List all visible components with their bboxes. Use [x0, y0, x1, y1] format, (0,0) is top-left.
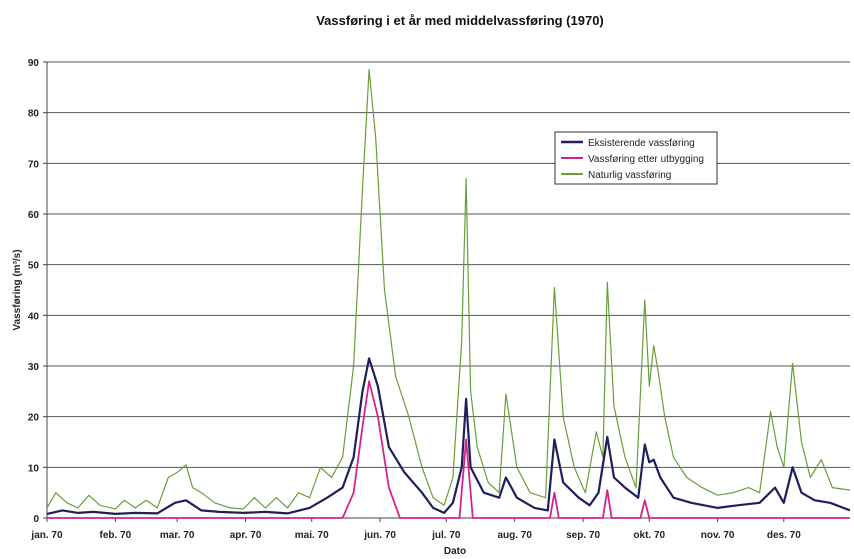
chart-title: Vassføring i et år med middelvassføring …	[316, 13, 604, 28]
series-line-2	[47, 381, 850, 518]
x-tick-label: feb. 70	[100, 530, 132, 541]
y-tick-label: 0	[33, 514, 39, 525]
x-axis-ticks: jan. 70 feb. 70 mar. 70 apr. 70 mai. 70 jun. …	[30, 518, 801, 541]
y-tick-label: 30	[28, 362, 40, 373]
series-line-3	[47, 70, 850, 509]
y-tick-label: 20	[28, 413, 40, 424]
y-tick-label: 80	[28, 109, 40, 120]
x-tick-label: jan. 70	[30, 530, 63, 541]
legend: Eksisterende vassføring Vassføring etter …	[555, 132, 717, 184]
x-tick-label: sep. 70	[566, 530, 600, 541]
x-tick-label: aug. 70	[497, 530, 532, 541]
x-tick-label: jul. 70	[431, 530, 461, 541]
x-axis-label: Dato	[444, 546, 466, 557]
x-tick-label: nov. 70	[701, 530, 735, 541]
x-tick-label: mar. 70	[160, 530, 195, 541]
legend-label: Naturlig vassføring	[588, 170, 671, 181]
x-tick-label: okt. 70	[633, 530, 665, 541]
legend-label: Vassføring etter utbygging	[588, 154, 704, 165]
y-tick-label: 40	[28, 311, 40, 322]
y-tick-label: 60	[28, 210, 40, 221]
series-lines	[47, 70, 850, 518]
y-axis-label: Vassføring (m³/s)	[12, 249, 23, 330]
y-tick-label: 70	[28, 159, 40, 170]
y-tick-label: 90	[28, 58, 40, 69]
x-tick-label: apr. 70	[230, 530, 262, 541]
legend-label: Eksisterende vassføring	[588, 138, 695, 149]
x-tick-label: jun. 70	[363, 530, 396, 541]
gridlines	[47, 62, 850, 467]
y-tick-label: 50	[28, 261, 40, 272]
x-tick-label: mai. 70	[295, 530, 329, 541]
y-axis-ticks: 0 10 20 30 40 50 60 70 80 90	[28, 58, 47, 525]
y-tick-label: 10	[28, 463, 40, 474]
x-tick-label: des. 70	[767, 530, 801, 541]
